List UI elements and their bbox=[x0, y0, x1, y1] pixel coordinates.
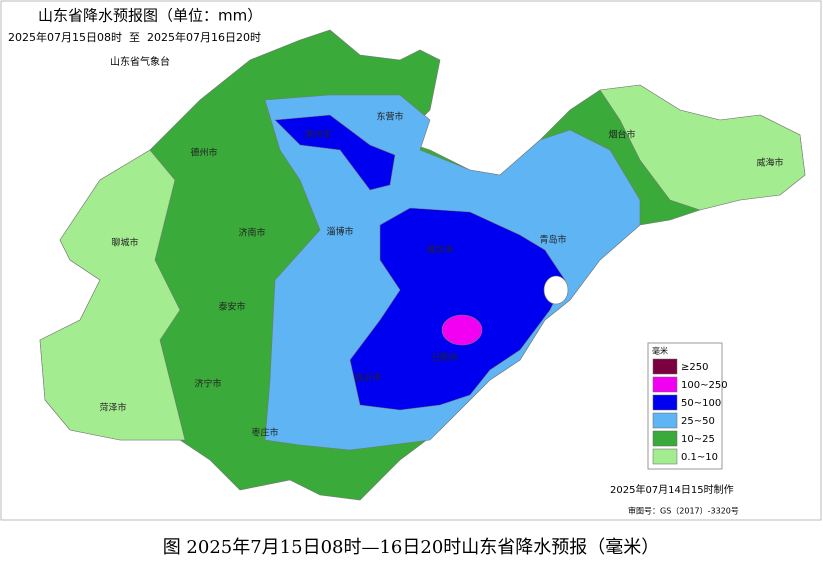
city-label: 日照市 bbox=[431, 352, 458, 364]
zone-50-100 bbox=[349, 207, 566, 411]
zone-0-10-west bbox=[39, 149, 186, 441]
legend-label: 100~250 bbox=[681, 380, 728, 391]
city-label: 青岛市 bbox=[539, 234, 566, 246]
legend-title: 毫米 bbox=[652, 346, 668, 356]
city-label: 烟台市 bbox=[608, 129, 635, 141]
city-label: 济南市 bbox=[238, 227, 265, 239]
province-map bbox=[39, 29, 806, 501]
issuer: 山东省气象台 bbox=[110, 55, 170, 68]
zone-50-100-north bbox=[274, 114, 396, 191]
legend-swatch bbox=[652, 358, 678, 375]
figure-caption: 图 2025年7月15日08时—16日20时山东省降水预报（毫米） bbox=[163, 537, 660, 558]
zone-0-10-east bbox=[599, 84, 806, 211]
city-label: 德州市 bbox=[190, 147, 217, 159]
zone-100-250 bbox=[441, 314, 483, 346]
legend-label: 50~100 bbox=[681, 398, 721, 409]
forecast-period: 2025年07月15日08时 至 2025年07月16日20时 bbox=[8, 30, 261, 44]
city-label: 泰安市 bbox=[218, 301, 245, 313]
legend-label: 10~25 bbox=[681, 434, 715, 445]
city-label: 济宁市 bbox=[194, 378, 221, 390]
legend-label: 25~50 bbox=[681, 416, 715, 427]
city-label: 东营市 bbox=[376, 111, 403, 123]
legend-label: 0.1~10 bbox=[681, 452, 718, 463]
city-label: 滨州市 bbox=[304, 129, 331, 141]
legend-label: ≥250 bbox=[681, 362, 708, 373]
map-title: 山东省降水预报图（单位：mm） bbox=[38, 7, 262, 25]
approval-number: 审图号：GS（2017）-3320号 bbox=[628, 506, 739, 516]
made-time: 2025年07月14日15时制作 bbox=[610, 483, 734, 496]
legend-swatch bbox=[652, 376, 678, 393]
legend-swatch bbox=[652, 412, 678, 429]
city-label: 潍坊市 bbox=[426, 244, 453, 256]
legend-swatch bbox=[652, 394, 678, 411]
city-label: 淄博市 bbox=[326, 226, 353, 238]
city-label: 菏泽市 bbox=[99, 402, 126, 414]
city-label: 聊城市 bbox=[111, 237, 138, 249]
city-label: 威海市 bbox=[756, 157, 783, 169]
legend-swatch bbox=[652, 448, 678, 465]
jiaozhou-bay bbox=[543, 275, 569, 305]
city-label: 枣庄市 bbox=[251, 427, 278, 439]
legend-swatch bbox=[652, 430, 678, 447]
city-label: 临沂市 bbox=[354, 372, 381, 384]
